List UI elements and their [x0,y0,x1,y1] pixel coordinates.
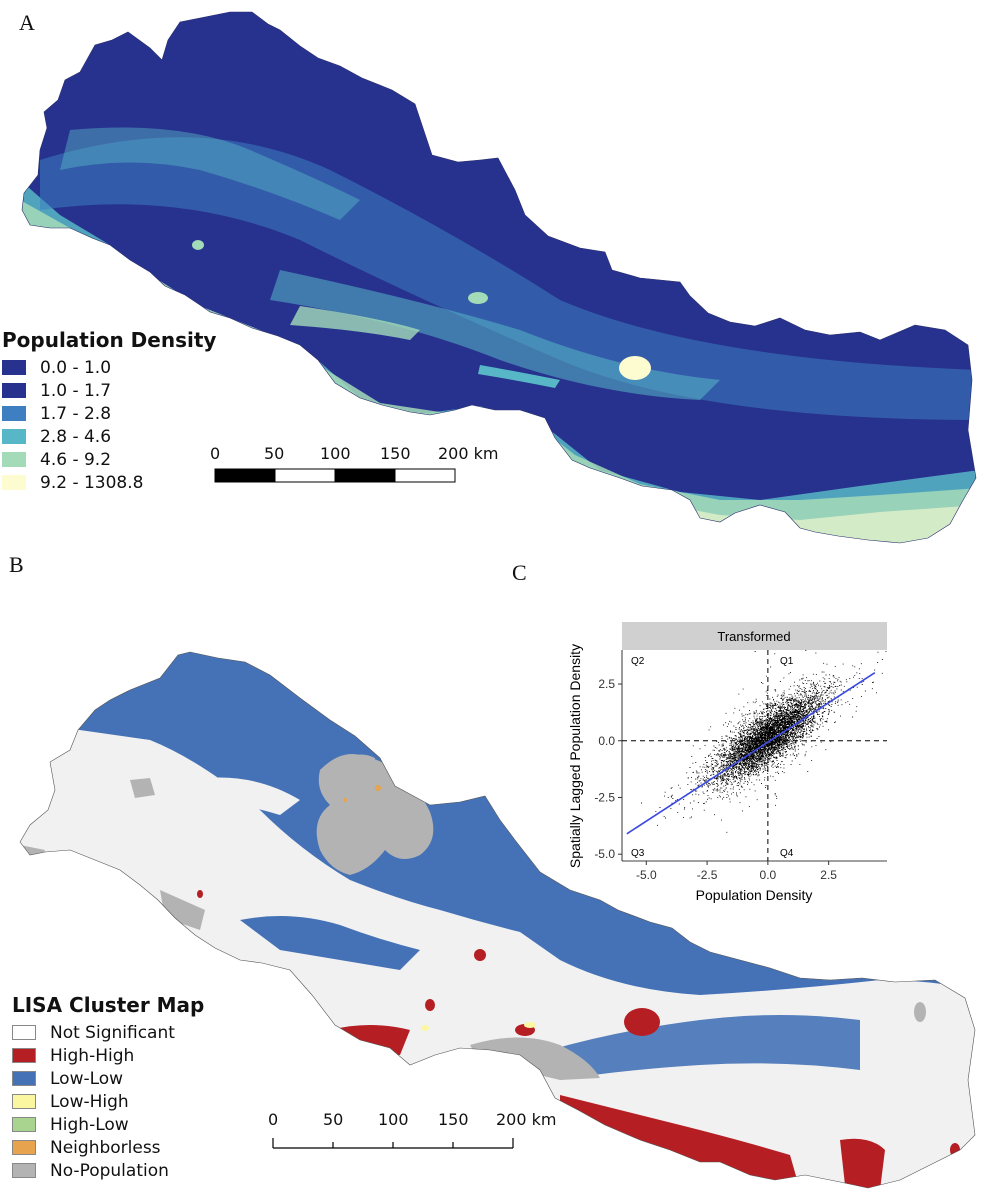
legend-item: 9.2 - 1308.8 [2,471,216,494]
legend-label: Low-High [50,1091,129,1112]
legend-item: Neighborless [12,1136,204,1159]
legend-label: 4.6 - 9.2 [40,449,112,470]
scale-tick-label: 150 [438,1110,469,1129]
legend-label: No-Population [50,1160,169,1181]
x-axis-label: Population Density [696,887,813,903]
legend-title: LISA Cluster Map [12,993,205,1017]
scale-bar [214,468,456,483]
panel-c-letter: C [512,560,527,585]
scale-tick-label: 200 km [438,444,499,463]
legend-label: Not Significant [50,1022,175,1043]
legend-swatch [12,1071,36,1086]
legend-item: 2.8 - 4.6 [2,425,216,448]
y-axis-label: Spatially Lagged Population Density [567,644,583,868]
scale-tick-label: 0 [210,444,221,463]
x-tick-label: -2.5 [697,868,718,882]
scatter-points [641,650,887,833]
legend-item: 4.6 - 9.2 [2,448,216,471]
legend-label: 2.8 - 4.6 [40,426,112,447]
legend-swatch [2,383,26,398]
facet-strip [622,622,887,650]
legend-label: High-High [50,1045,135,1066]
legend-swatch [2,406,26,421]
scatter-axes: -5.0 -2.5 0.0 2.5 -5.0 -2.5 0.0 2.5 [594,650,887,882]
legend-swatch [2,429,26,444]
scale-tick-label: 50 [264,444,285,463]
scale-bar-line [272,1138,514,1149]
scale-tick-label: 100 [320,444,351,463]
y-tick-label: -2.5 [594,790,615,804]
quadrant-label-q2: Q2 [631,656,645,667]
legend-label: 9.2 - 1308.8 [40,472,144,493]
quadrant-label-q3: Q3 [631,848,645,859]
legend-swatch [12,1117,36,1132]
scale-tick-label: 150 [380,444,411,463]
legend-swatch [12,1163,36,1178]
legend-label: 1.0 - 1.7 [40,380,112,401]
legend-swatch [12,1048,36,1063]
lisa-scatter-plot: Transformed -5.0 -2.5 0.0 2.5 -5.0 -2.5 0.0 2.5… [567,622,887,903]
x-tick-label: 0.0 [760,868,777,882]
legend-item: High-Low [12,1113,204,1136]
legend-item: 1.7 - 2.8 [2,402,216,425]
population-density-legend: Population Density 0.0 - 1.0 1.0 - 1.7 1.7… [2,328,216,494]
lisa-cluster-map [19,651,976,1189]
scale-tick-label: 200 km [496,1110,557,1129]
scale-tick-label: 50 [323,1110,344,1129]
scale-tick-label: 0 [268,1110,279,1129]
legend-swatch [12,1094,36,1109]
legend-item: Low-High [12,1090,204,1113]
lisa-cluster-legend: LISA Cluster Map Not Significant High-Hig… [12,993,204,1182]
legend-item: Low-Low [12,1067,204,1090]
legend-item: 1.0 - 1.7 [2,379,216,402]
quadrant-label-q1: Q1 [780,656,794,667]
y-tick-label: 0.0 [598,734,615,748]
legend-label: High-Low [50,1114,129,1135]
legend-label: 0.0 - 1.0 [40,357,112,378]
legend-swatch [2,452,26,467]
panel-a-letter: A [19,10,35,35]
legend-item: High-High [12,1044,204,1067]
legend-label: Neighborless [50,1137,161,1158]
x-tick-label: -5.0 [636,868,657,882]
legend-swatch [2,475,26,490]
x-tick-label: 2.5 [820,868,837,882]
legend-item: No-Population [12,1159,204,1182]
legend-swatch [12,1025,36,1040]
scatter-point-cloud [641,650,887,833]
legend-label: 1.7 - 2.8 [40,403,112,424]
legend-item: Not Significant [12,1021,204,1044]
legend-item: 0.0 - 1.0 [2,356,216,379]
legend-swatch [2,360,26,375]
y-tick-label: 2.5 [598,677,615,691]
legend-swatch [12,1140,36,1155]
y-tick-label: -5.0 [594,847,615,861]
regression-line [626,672,876,835]
legend-title: Population Density [2,328,217,352]
scale-tick-label: 100 [378,1110,409,1129]
facet-label: Transformed [717,629,790,644]
panel-b-letter: B [9,552,24,577]
quadrant-label-q4: Q4 [780,848,794,859]
legend-label: Low-Low [50,1068,124,1089]
